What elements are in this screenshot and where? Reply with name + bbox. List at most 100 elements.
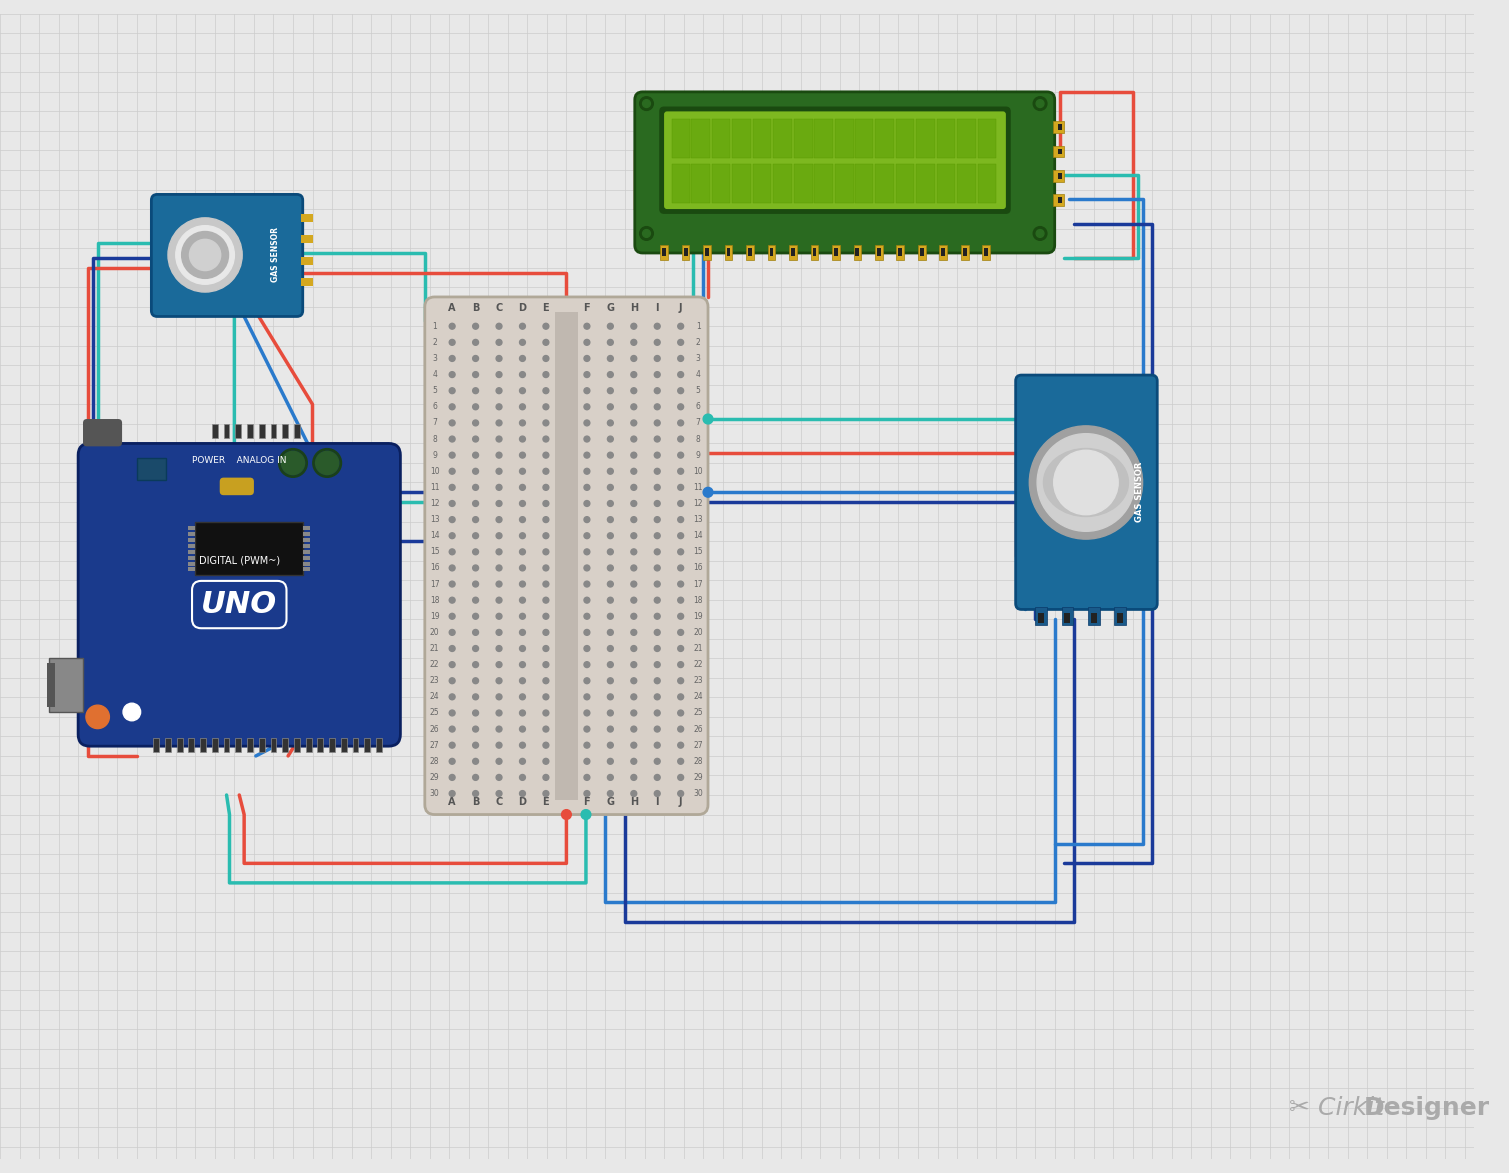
Circle shape	[608, 420, 613, 426]
Bar	[303, 550, 309, 554]
Circle shape	[608, 388, 613, 394]
Bar	[303, 556, 309, 560]
Text: 12: 12	[430, 499, 439, 508]
Circle shape	[1029, 426, 1142, 540]
Circle shape	[519, 645, 525, 651]
Circle shape	[584, 404, 590, 409]
Circle shape	[678, 501, 684, 507]
Text: 2: 2	[432, 338, 438, 347]
Circle shape	[472, 759, 478, 765]
Circle shape	[1037, 230, 1044, 237]
Circle shape	[1037, 100, 1044, 108]
Bar	[940, 245, 948, 260]
Text: 22: 22	[694, 660, 703, 669]
Bar	[1053, 121, 1064, 133]
Text: 21: 21	[694, 644, 703, 653]
Circle shape	[543, 453, 549, 459]
Bar	[896, 245, 904, 260]
Text: G: G	[607, 303, 614, 313]
Text: 12: 12	[694, 499, 703, 508]
Text: UNO: UNO	[201, 590, 278, 619]
Circle shape	[655, 453, 659, 459]
Bar	[306, 738, 311, 752]
Bar	[895, 120, 914, 158]
Circle shape	[472, 710, 478, 716]
Bar	[164, 738, 171, 752]
Text: Designer: Designer	[1363, 1096, 1489, 1119]
Circle shape	[584, 339, 590, 345]
Circle shape	[472, 581, 478, 586]
Circle shape	[631, 355, 637, 361]
Circle shape	[655, 597, 659, 603]
Circle shape	[655, 581, 659, 586]
Circle shape	[450, 533, 456, 538]
Bar	[1035, 608, 1047, 625]
Circle shape	[678, 324, 684, 330]
Circle shape	[655, 565, 659, 571]
Circle shape	[631, 613, 637, 619]
Bar	[195, 522, 303, 575]
Bar	[732, 164, 751, 203]
Text: GAS SENSOR: GAS SENSOR	[272, 228, 279, 283]
Circle shape	[655, 324, 659, 330]
Text: D: D	[519, 303, 527, 313]
Circle shape	[608, 549, 613, 555]
Circle shape	[655, 484, 659, 490]
Circle shape	[631, 630, 637, 636]
Circle shape	[608, 453, 613, 459]
Bar	[672, 120, 691, 158]
Circle shape	[450, 339, 456, 345]
Circle shape	[608, 372, 613, 378]
Bar	[812, 249, 816, 256]
Text: 9: 9	[432, 450, 438, 460]
Circle shape	[584, 678, 590, 684]
Circle shape	[519, 388, 525, 394]
Text: 16: 16	[694, 563, 703, 572]
Circle shape	[631, 420, 637, 426]
Bar	[189, 562, 195, 565]
Text: 10: 10	[430, 467, 439, 476]
Text: 7: 7	[432, 419, 438, 427]
Text: 20: 20	[430, 628, 439, 637]
Circle shape	[655, 743, 659, 748]
Circle shape	[631, 645, 637, 651]
Text: 24: 24	[694, 692, 703, 701]
Circle shape	[543, 774, 549, 780]
Bar	[916, 120, 934, 158]
Bar	[937, 164, 955, 203]
Bar	[211, 738, 217, 752]
Circle shape	[450, 404, 456, 409]
Text: 3: 3	[696, 354, 700, 362]
Circle shape	[584, 645, 590, 651]
Circle shape	[519, 516, 525, 522]
Text: 3: 3	[432, 354, 438, 362]
Text: 21: 21	[430, 644, 439, 653]
Circle shape	[678, 597, 684, 603]
Bar	[732, 120, 751, 158]
Circle shape	[543, 324, 549, 330]
Circle shape	[584, 453, 590, 459]
Circle shape	[655, 468, 659, 474]
Circle shape	[543, 613, 549, 619]
Circle shape	[655, 791, 659, 796]
Circle shape	[519, 726, 525, 732]
Circle shape	[496, 662, 502, 667]
Circle shape	[678, 759, 684, 765]
Bar	[235, 423, 241, 438]
Circle shape	[631, 662, 637, 667]
Circle shape	[631, 516, 637, 522]
Bar	[1058, 124, 1061, 130]
Circle shape	[543, 339, 549, 345]
Circle shape	[655, 613, 659, 619]
Circle shape	[519, 759, 525, 765]
Circle shape	[678, 484, 684, 490]
Circle shape	[608, 678, 613, 684]
Circle shape	[472, 516, 478, 522]
Bar	[753, 120, 771, 158]
Text: 26: 26	[694, 725, 703, 733]
Circle shape	[543, 516, 549, 522]
Circle shape	[655, 388, 659, 394]
Circle shape	[631, 339, 637, 345]
Circle shape	[472, 453, 478, 459]
Circle shape	[472, 743, 478, 748]
